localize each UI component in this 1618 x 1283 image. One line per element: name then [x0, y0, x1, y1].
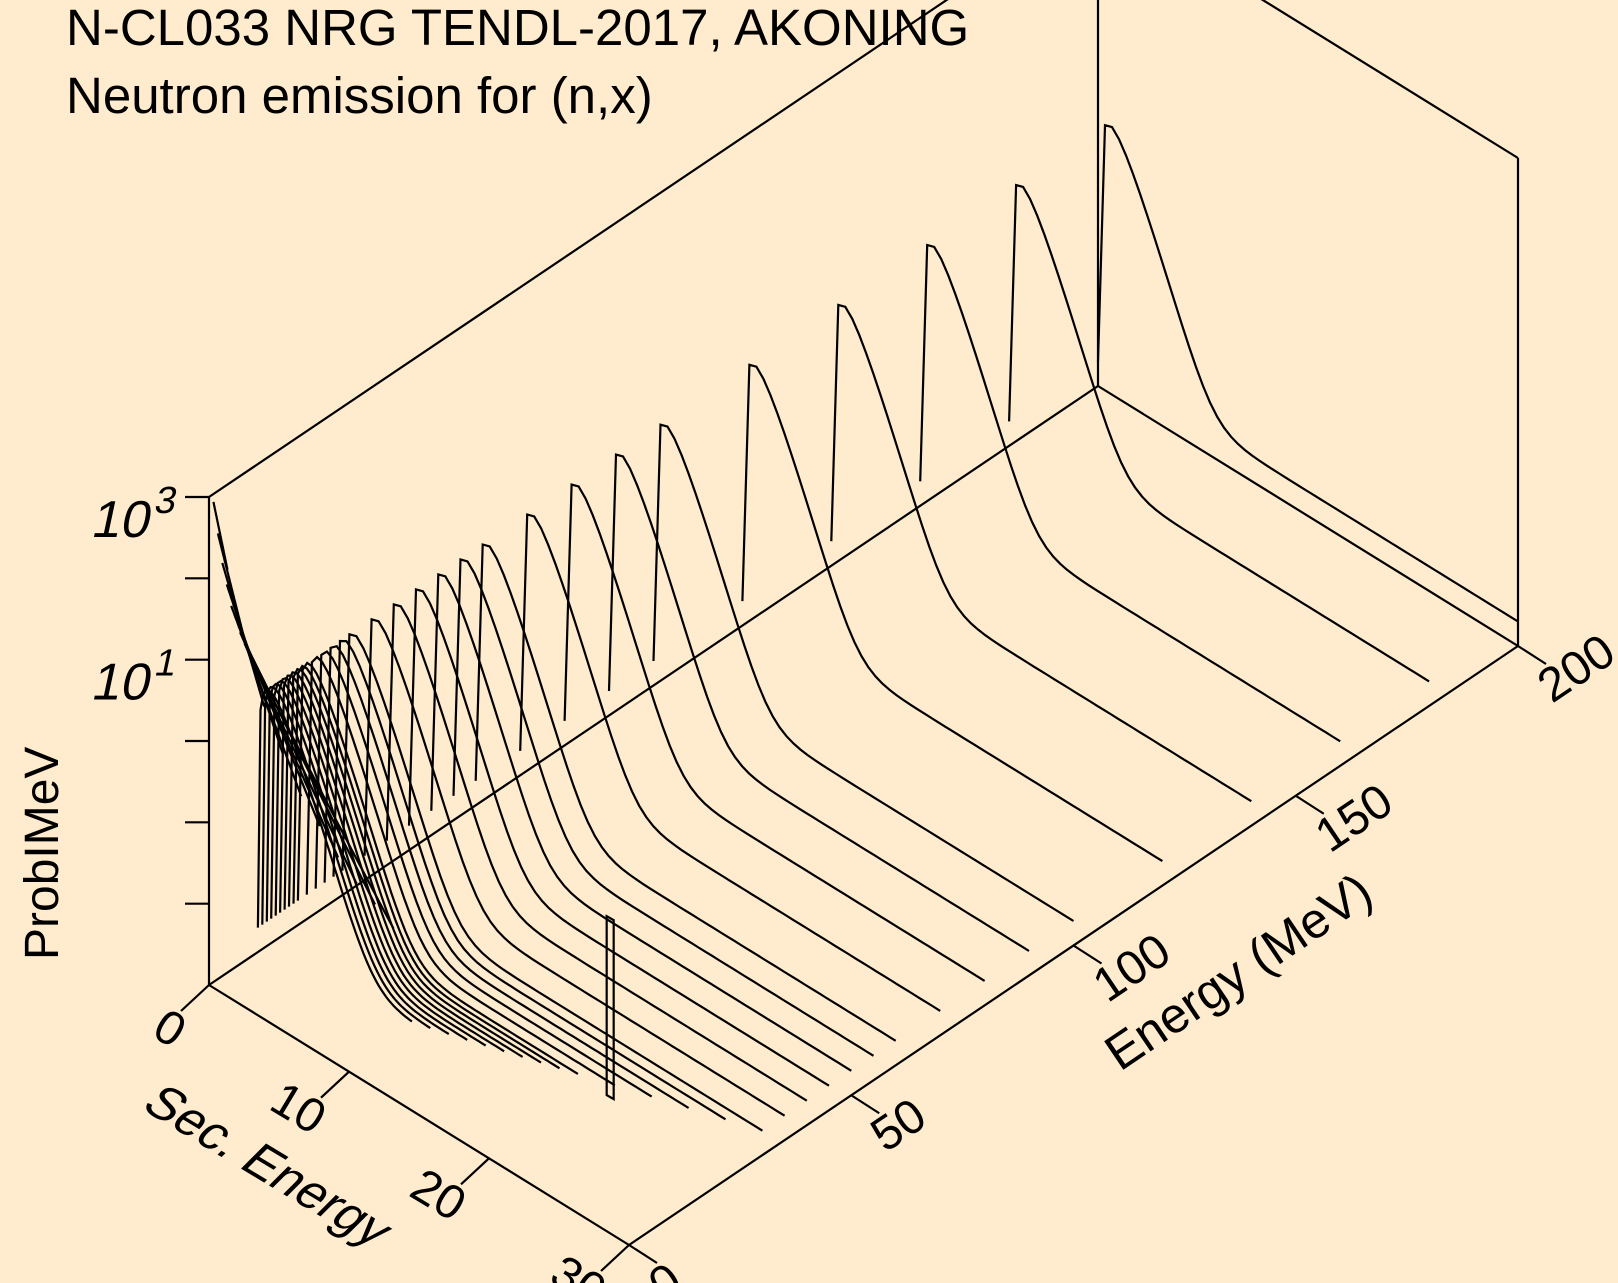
spectrum-E160: [919, 243, 1341, 743]
spectrum-E60: [474, 543, 897, 1042]
energy-tick-0: [628, 1244, 658, 1264]
sec-energy-tick-30: [600, 1244, 630, 1272]
spectra-curves: [212, 123, 1519, 1132]
back-top-edge: [208, 0, 949, 498]
spectrum-E70: [519, 513, 941, 1012]
spectrum-E12: [261, 685, 431, 1030]
sec-energy-tick-10: [320, 1070, 350, 1099]
chart-title: N-CL033 NRG TENDL-2017, AKONING: [66, 0, 970, 56]
sec-energy-tick-label: 30: [542, 1246, 615, 1283]
spectrum-E35: [363, 617, 786, 1117]
back-floor-edge: [1097, 385, 1519, 647]
spectrum-E120: [741, 363, 1163, 863]
front-edge-axis: [208, 984, 630, 1246]
spectrum-E28: [332, 639, 727, 1121]
spectrum-E55: [452, 557, 875, 1057]
z-tick-label: 101: [88, 642, 182, 711]
isolated-spectrum-line: [605, 914, 615, 1102]
spectrum-E45: [407, 587, 830, 1087]
spectrum-E100: [652, 423, 1075, 922]
spectrum-E22: [305, 655, 616, 1087]
axis-ticks: [180, 495, 1547, 1272]
spectrum-E180: [1008, 183, 1430, 683]
back-right-top-edge: [1260, 0, 1519, 159]
energy-tick-label: 200: [1529, 624, 1618, 713]
spectrum-E90: [607, 453, 1030, 952]
z-tick-exponent: 3: [151, 479, 181, 522]
spectrum-E40: [385, 602, 808, 1102]
spectrum-E26: [323, 644, 690, 1109]
sec-energy-axis-label: Sec. Energy: [132, 1075, 407, 1256]
energy-tick-100: [1072, 944, 1103, 965]
z-tick-label: 103: [88, 479, 182, 548]
sec-energy-tick-0: [180, 984, 210, 1012]
spectrum-E20: [296, 661, 579, 1075]
spectrum-E14: [270, 679, 468, 1041]
sec-energy-tick-20: [460, 1157, 490, 1186]
spectrum-E140: [830, 303, 1252, 803]
energy-tick-label: 50: [862, 1089, 936, 1163]
chart-subtitle: Neutron emission for (n,x): [66, 67, 653, 124]
z-tick-base: 10: [88, 653, 158, 711]
spectrum-E16: [279, 674, 505, 1053]
spectrum-E200: [1096, 123, 1519, 623]
plot-box-frame: [207, 0, 1520, 1246]
z-tick-exponent: 1: [151, 642, 181, 685]
spectrum-E24: [314, 650, 653, 1098]
sec-energy-tick-label: 20: [402, 1159, 475, 1232]
spectrum-E80: [563, 483, 986, 982]
spectrum-E30: [341, 632, 763, 1132]
energy-tick-50: [850, 1094, 880, 1115]
z-tick-base: 10: [88, 491, 158, 549]
spectrum-E17: [283, 671, 524, 1058]
z-axis-label: ProbIMeV: [16, 747, 69, 960]
spectrum-E18: [287, 667, 542, 1064]
sec-energy-tick-label: 0: [144, 999, 194, 1058]
energy-tick-200: [1517, 645, 1547, 665]
spectrum-E50: [430, 572, 852, 1072]
energy-tick-label: 150: [1306, 774, 1402, 863]
energy-tick-150: [1295, 794, 1325, 815]
